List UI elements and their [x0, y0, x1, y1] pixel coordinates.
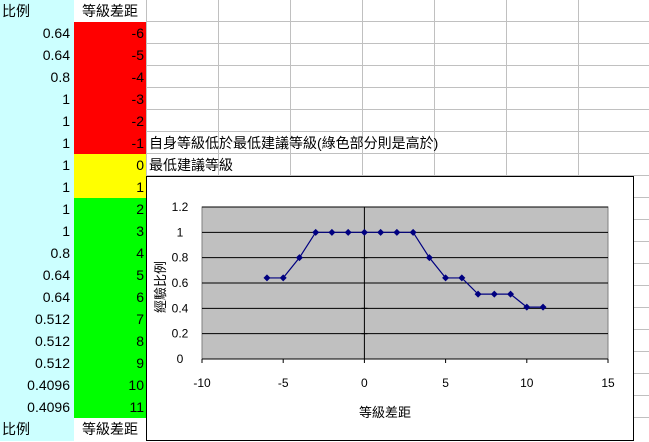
data-point	[312, 228, 320, 236]
x-axis-title: 等級差距	[359, 405, 411, 421]
note-lower-level[interactable]: 自身等級低於最低建議等級(綠色部分則是高於)	[149, 135, 439, 151]
x-tick-label: 0	[361, 376, 368, 390]
row-gridline	[146, 43, 649, 44]
row-gridline	[146, 153, 649, 154]
data-point	[344, 228, 352, 236]
x-tick-label: -5	[278, 376, 289, 390]
row-gridline	[146, 109, 649, 110]
level-diff-cell[interactable]: -1	[74, 132, 146, 154]
ratio-cell[interactable]: 1	[0, 154, 74, 176]
data-point	[523, 303, 531, 311]
y-tick-label: 0.4	[172, 301, 189, 315]
data-point	[442, 274, 450, 282]
level-diff-cell[interactable]: 10	[74, 374, 146, 396]
ratio-cell[interactable]: 1	[0, 220, 74, 242]
y-axis-title: 經驗比例	[154, 261, 169, 313]
level-diff-cell[interactable]: -2	[74, 110, 146, 132]
level-diff-cell[interactable]: 6	[74, 286, 146, 308]
level-diff-cell[interactable]: 7	[74, 308, 146, 330]
level-diff-cell[interactable]: -4	[74, 66, 146, 88]
ratio-cell[interactable]: 0.512	[0, 330, 74, 352]
x-tick-label: 10	[520, 376, 534, 390]
level-diff-cell[interactable]: 1	[74, 176, 146, 198]
data-point	[458, 274, 466, 282]
note-min-level[interactable]: 最低建議等級	[149, 157, 233, 173]
data-point	[539, 303, 547, 311]
y-tick-label: 0.8	[172, 251, 189, 265]
header-ratio[interactable]: 比例	[0, 0, 74, 22]
data-point	[393, 228, 401, 236]
x-tick-label: 15	[601, 376, 615, 390]
ratio-cell[interactable]: 0.4096	[0, 396, 74, 418]
row-gridline	[146, 65, 649, 66]
data-point	[360, 228, 368, 236]
row-gridline	[146, 21, 649, 22]
y-tick-label: 1.2	[172, 200, 189, 214]
level-diff-cell[interactable]: 8	[74, 330, 146, 352]
x-tick-label: -10	[193, 376, 211, 390]
level-diff-cell[interactable]: 0	[74, 154, 146, 176]
ratio-cell[interactable]: 0.64	[0, 264, 74, 286]
ratio-cell[interactable]: 0.4096	[0, 374, 74, 396]
ratio-cell[interactable]: 1	[0, 176, 74, 198]
y-tick-label: 0	[177, 352, 184, 366]
ratio-cell[interactable]: 1	[0, 88, 74, 110]
ratio-cell[interactable]: 0.512	[0, 352, 74, 374]
ratio-cell[interactable]: 0.64	[0, 22, 74, 44]
experience-ratio-chart[interactable]: 0 0.2 0.4 0.6 0.8 1 1.2 -10 -5 0 5 10 15 等級差距 經驗比例	[146, 176, 634, 441]
y-tick-label: 0.2	[172, 327, 189, 341]
ratio-cell[interactable]: 1	[0, 132, 74, 154]
level-diff-cell[interactable]: -5	[74, 44, 146, 66]
data-point	[279, 274, 287, 282]
header-diff[interactable]: 等級差距	[82, 3, 138, 19]
data-point	[409, 228, 417, 236]
data-point	[377, 228, 385, 236]
row-gridline	[146, 131, 649, 132]
y-tick-label: 0.6	[172, 276, 189, 290]
chart-canvas: 0 0.2 0.4 0.6 0.8 1 1.2 -10 -5 0 5 10 15 等級差距 經驗比例	[154, 200, 615, 421]
ratio-cell[interactable]: 0.8	[0, 242, 74, 264]
ratio-cell[interactable]: 0.64	[0, 286, 74, 308]
data-point	[490, 290, 498, 298]
footer-diff[interactable]: 等級差距	[74, 418, 146, 441]
level-diff-cell[interactable]: 3	[74, 220, 146, 242]
data-point	[263, 274, 271, 282]
y-tick-label: 1	[177, 225, 184, 239]
ratio-cell[interactable]: 1	[0, 110, 74, 132]
row-gridline	[146, 87, 649, 88]
ratio-cell[interactable]: 1	[0, 198, 74, 220]
footer-ratio[interactable]: 比例	[0, 418, 74, 441]
x-tick-label: 5	[442, 376, 449, 390]
data-point	[328, 228, 336, 236]
level-diff-cell[interactable]: 2	[74, 198, 146, 220]
data-point	[295, 254, 303, 262]
data-point	[507, 290, 515, 298]
level-diff-cell[interactable]: -3	[74, 88, 146, 110]
ratio-cell[interactable]: 0.512	[0, 308, 74, 330]
level-diff-cell[interactable]: 5	[74, 264, 146, 286]
level-diff-cell[interactable]: 4	[74, 242, 146, 264]
level-diff-cell[interactable]: 11	[74, 396, 146, 418]
ratio-cell[interactable]: 0.64	[0, 44, 74, 66]
level-diff-cell[interactable]: -6	[74, 22, 146, 44]
ratio-cell[interactable]: 0.8	[0, 66, 74, 88]
level-diff-cell[interactable]: 9	[74, 352, 146, 374]
row-gridline	[146, 175, 649, 176]
data-point	[425, 254, 433, 262]
data-point	[474, 290, 482, 298]
